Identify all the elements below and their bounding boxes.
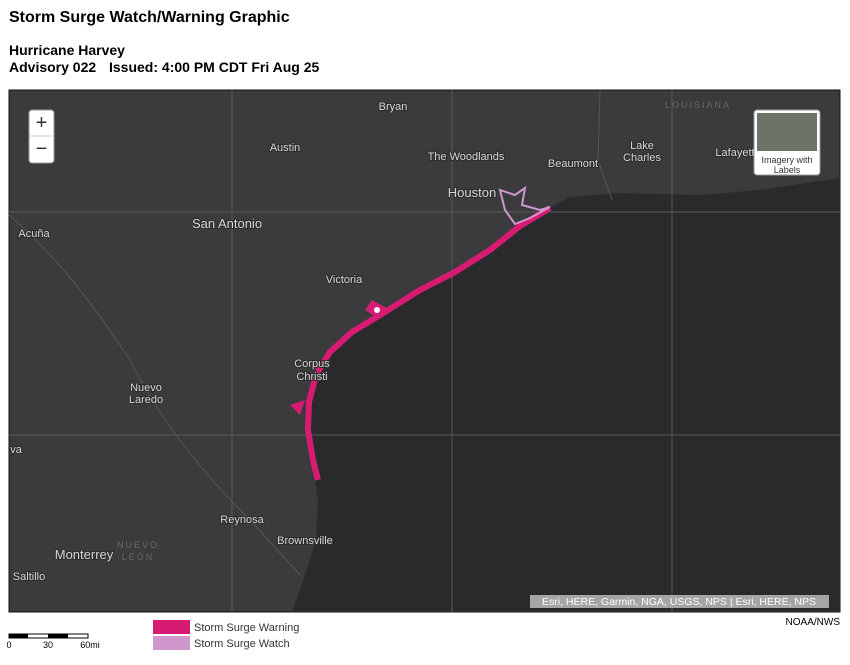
- city-label: Bryan: [379, 101, 408, 113]
- scale-label: 0: [6, 640, 11, 650]
- city-label: Austin: [270, 142, 301, 154]
- scale-segment: [9, 634, 28, 638]
- region-label: NUEVO: [117, 540, 159, 550]
- legend-label: Storm Surge Watch: [194, 638, 290, 650]
- zoom-controls: + −: [28, 109, 55, 164]
- region-label: LEÓN: [122, 552, 155, 562]
- city-label: Nuevo: [130, 382, 162, 394]
- scale-label: 30: [43, 640, 53, 650]
- advisory: Advisory 022: [9, 59, 96, 75]
- basemap-toggle[interactable]: Imagery with Labels: [753, 109, 821, 176]
- city-label: Victoria: [326, 274, 363, 286]
- storm-name: Hurricane Harvey: [9, 42, 125, 58]
- credit: NOAA/NWS: [786, 617, 841, 628]
- city-label: Lake: [630, 140, 654, 152]
- surge-warning-bay: [290, 400, 305, 415]
- city-label: Monterrey: [55, 547, 114, 562]
- city-label: Brownsville: [277, 535, 333, 547]
- city-label: Acuña: [18, 228, 50, 240]
- attribution-box: [530, 595, 829, 608]
- city-label: Houston: [448, 185, 496, 200]
- surge-watch-area: [498, 185, 551, 226]
- city-label: Lafayett: [715, 147, 754, 159]
- boundaries: [8, 89, 613, 576]
- scale-segment: [48, 634, 68, 638]
- graticule: [9, 90, 840, 612]
- zoom-in[interactable]: +: [36, 112, 48, 134]
- scale-label: 60mi: [80, 640, 100, 650]
- city-label: The Woodlands: [428, 151, 505, 163]
- city-label: Corpus: [294, 358, 330, 370]
- city-label: Saltillo: [13, 571, 45, 583]
- city-label: Christi: [296, 371, 327, 383]
- city-label: Charles: [623, 152, 661, 164]
- legend-swatch: [153, 636, 190, 650]
- legend: Storm Surge Warning Storm Surge Watch: [153, 620, 299, 650]
- basemap-label: Imagery with: [761, 155, 812, 165]
- basemap-label: Labels: [774, 165, 801, 175]
- region-label: LOUISIANA: [665, 100, 731, 110]
- zoom-out[interactable]: −: [36, 138, 48, 160]
- city-label: Reynosa: [220, 514, 264, 526]
- issued: Issued: 4:00 PM CDT Fri Aug 25: [109, 59, 320, 75]
- title: Storm Surge Watch/Warning Graphic: [9, 9, 290, 26]
- legend-label: Storm Surge Warning: [194, 622, 299, 634]
- legend-swatch: [153, 620, 190, 634]
- surge-warning-area: [304, 205, 552, 481]
- city-label: Beaumont: [548, 158, 598, 170]
- storm-center: [374, 307, 380, 313]
- map[interactable]: Bryan LOUISIANA Austin The Woodlands Bea…: [8, 89, 841, 613]
- city-label: Laredo: [129, 394, 163, 406]
- attribution: Esri, HERE, Garmin, NGA, USGS, NPS | Esr…: [542, 596, 816, 608]
- basemap-thumb: [757, 113, 817, 151]
- city-label: San Antonio: [192, 216, 262, 231]
- scale-bar: 0 30 60mi: [6, 633, 100, 650]
- city-label: va: [10, 444, 23, 456]
